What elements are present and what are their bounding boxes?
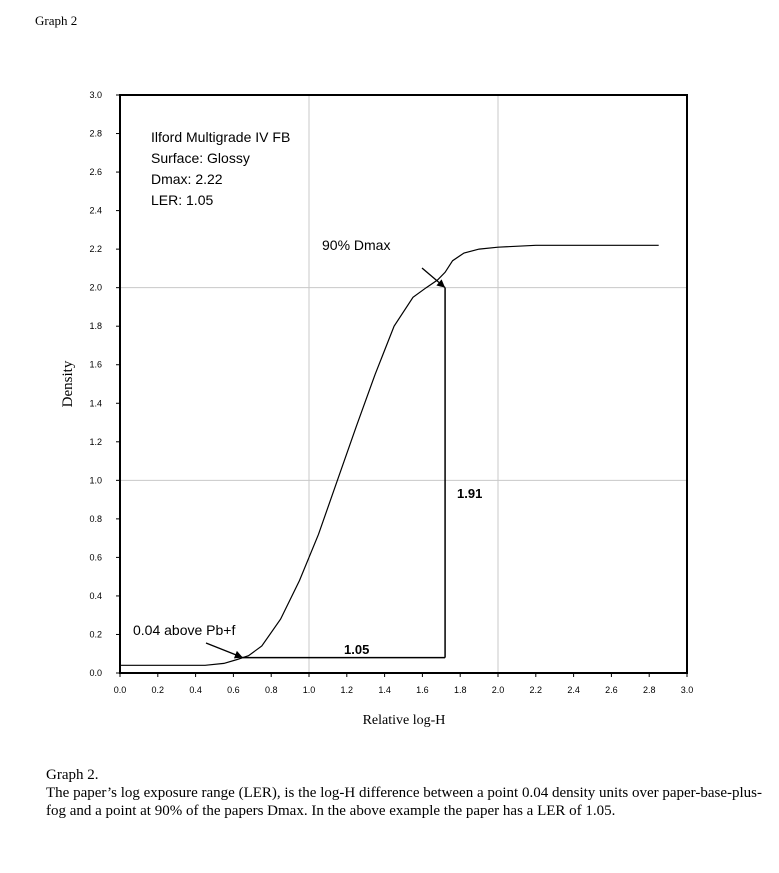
x-tick-label: 2.6: [605, 685, 618, 695]
y-tick-label: 2.0: [89, 283, 102, 293]
x-tick-label: 3.0: [681, 685, 694, 695]
y-axis-label: Density: [60, 360, 76, 407]
x-tick-label: 0.8: [265, 685, 278, 695]
x-tick-label: 0.6: [227, 685, 240, 695]
y-tick-label: 0.4: [89, 591, 102, 601]
info-line-1: Ilford Multigrade IV FB: [151, 129, 290, 145]
ler-bracket: [242, 287, 446, 659]
x-tick-label: 1.8: [454, 685, 467, 695]
caption-title: Graph 2.: [46, 767, 99, 783]
annotation-vertical-value: 1.91: [457, 486, 482, 501]
x-tick-label: 0.2: [152, 685, 165, 695]
info-line-3: Dmax: 2.22: [151, 171, 223, 187]
x-tick-label: 2.8: [643, 685, 656, 695]
arrow-pbf-head: [233, 650, 243, 659]
arrow-90-dmax-head: [436, 279, 446, 288]
info-line-2: Surface: Glossy: [151, 150, 250, 166]
y-tick-label: 1.0: [89, 475, 102, 485]
info-line-4: LER: 1.05: [151, 192, 213, 208]
axis-ticks: 0.0 0.2 0.4 0.6 0.8 1.0 1.2 1.4 1.6 1.8 2.0 2.2 2.4 2…: [89, 90, 693, 695]
x-tick-label: 2.0: [492, 685, 505, 695]
x-tick-label: 0.4: [189, 685, 202, 695]
y-tick-label: 0.8: [89, 514, 102, 524]
annotation-90-dmax: 90% Dmax: [322, 237, 390, 253]
x-tick-label: 0.0: [114, 685, 127, 695]
y-tick-label: 0.6: [89, 552, 102, 562]
y-tick-label: 2.8: [89, 129, 102, 139]
page-label: Graph 2: [35, 13, 78, 28]
x-tick-label: 2.4: [567, 685, 580, 695]
x-tick-label: 1.2: [341, 685, 354, 695]
x-tick-label: 1.0: [303, 685, 316, 695]
annotation-horizontal-value: 1.05: [344, 642, 369, 657]
y-tick-label: 0.0: [89, 668, 102, 678]
x-tick-label: 1.6: [416, 685, 429, 695]
annotation-arrows: [205, 267, 446, 659]
y-tick-label: 3.0: [89, 90, 102, 100]
y-tick-label: 2.6: [89, 167, 102, 177]
x-tick-label: 2.2: [530, 685, 543, 695]
x-tick-label: 1.4: [378, 685, 391, 695]
y-tick-label: 0.2: [89, 629, 102, 639]
characteristic-curve: [120, 244, 659, 666]
y-tick-label: 1.8: [89, 321, 102, 331]
density-chart: 0.0 0.2 0.4 0.6 0.8 1.0 1.2 1.4 1.6 1.8 2.0 2.2 2.4 2…: [60, 90, 693, 728]
y-tick-label: 2.2: [89, 244, 102, 254]
grid-lines: [120, 95, 687, 673]
info-box: Ilford Multigrade IV FB Surface: Glossy …: [151, 129, 290, 208]
caption-body: The paper’s log exposure range (LER), is…: [46, 785, 763, 819]
y-tick-label: 1.2: [89, 437, 102, 447]
y-tick-label: 1.6: [89, 360, 102, 370]
annotation-pbf: 0.04 above Pb+f: [133, 622, 235, 638]
x-axis-label: Relative log-H: [363, 713, 446, 728]
plot-frame: [119, 94, 688, 674]
y-tick-label: 1.4: [89, 398, 102, 408]
y-tick-label: 2.4: [89, 206, 102, 216]
